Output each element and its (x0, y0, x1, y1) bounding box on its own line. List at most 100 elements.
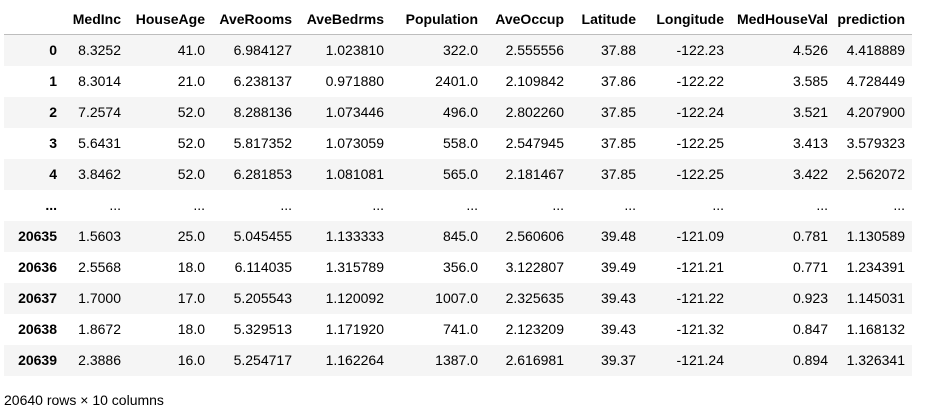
table-cell: 1.145031 (846, 290, 905, 306)
table-cell: 25.0 (177, 228, 205, 244)
table-cell: 39.49 (600, 259, 636, 275)
table-row: 0 8.3252 41.0 6.984127 1.023810 322.0 2.555556… (4, 34, 912, 66)
table-row: 20638 1.8672 18.0 5.329513 1.171920 741.0 2.12… (4, 313, 912, 345)
row-index: 20635 (18, 228, 57, 244)
table-cell: 3.8462 (78, 166, 121, 182)
table-cell: 8.3252 (78, 42, 121, 59)
table-cell: 6.281853 (233, 166, 292, 182)
row-index: 20639 (18, 352, 57, 368)
table-cell: 3.579323 (846, 135, 905, 151)
column-header: Longitude (643, 4, 731, 35)
table-cell: ... (466, 197, 478, 213)
table-cell: ... (893, 197, 905, 213)
column-header: HouseAge (128, 4, 212, 35)
column-header: AveOccup (485, 4, 571, 35)
table-row: 20637 1.7000 17.0 5.205543 1.120092 1007.0 2.3… (4, 282, 912, 314)
table-cell: 4.728449 (846, 73, 905, 89)
column-header: MedHouseVal (731, 4, 835, 35)
table-cell: 1.234391 (846, 259, 905, 275)
table-cell: -121.22 (676, 290, 724, 306)
table-cell: 7.2574 (78, 104, 121, 120)
column-header: MedInc (64, 4, 128, 35)
table-cell: -122.25 (676, 166, 724, 182)
table-cell: 6.114035 (234, 259, 292, 275)
table-cell: ... (624, 197, 636, 213)
column-header: AveBedrms (299, 4, 391, 35)
table-cell: 1.120092 (325, 290, 384, 306)
table-cell: ... (193, 197, 205, 213)
table-cell: 37.86 (600, 73, 636, 89)
table-cell: 5.205543 (233, 290, 292, 306)
table-cell: 3.122807 (505, 259, 564, 275)
table-cell: -122.25 (676, 135, 724, 151)
column-header: Population (391, 4, 485, 35)
table-cell: -122.23 (676, 42, 724, 59)
column-header: Latitude (571, 4, 643, 35)
column-header (4, 4, 64, 35)
dataframe-table: MedInc HouseAge AveRooms AveBedrms Popul… (4, 4, 912, 376)
row-index: 0 (49, 42, 57, 59)
table-cell: 1.5603 (78, 228, 121, 244)
table-cell: 8.3014 (78, 73, 121, 89)
table-cell: 16.0 (177, 352, 205, 368)
table-cell: ... (109, 197, 121, 213)
row-index: 1 (49, 73, 57, 89)
table-cell: 845.0 (442, 228, 478, 244)
column-header: AveRooms (212, 4, 299, 35)
table-cell: 52.0 (177, 104, 205, 120)
table-cell: 6.984127 (233, 42, 292, 59)
table-cell: 4.418889 (846, 42, 905, 59)
table-cell: 565.0 (442, 166, 478, 182)
table-cell: 0.847 (792, 321, 828, 337)
table-body: 0 8.3252 41.0 6.984127 1.023810 322.0 2.555556… (4, 34, 912, 376)
table-cell: 21.0 (177, 73, 205, 89)
table-cell: 1.133333 (325, 228, 384, 244)
table-cell: 2.109842 (505, 73, 564, 89)
table-cell: 5.6431 (78, 135, 121, 151)
row-index: 20637 (18, 290, 57, 306)
table-row: 20636 2.5568 18.0 6.114035 1.315789 356.0 3.12… (4, 251, 912, 283)
table-cell: 39.43 (600, 290, 636, 306)
table-cell: 52.0 (177, 166, 205, 182)
table-cell: 0.923 (792, 290, 828, 306)
table-cell: 2.555556 (505, 42, 564, 59)
table-cell: 5.254717 (233, 352, 292, 368)
table-cell: 741.0 (442, 321, 478, 337)
table-cell: 2.181467 (505, 166, 564, 182)
table-cell: 1007.0 (435, 290, 478, 306)
table-cell: -122.24 (676, 104, 724, 120)
table-cell: ... (280, 197, 292, 213)
table-cell: ... (372, 197, 384, 213)
table-cell: 2401.0 (435, 73, 478, 89)
row-index: ... (45, 197, 57, 213)
table-row: 20635 1.5603 25.0 5.045455 1.133333 845.0 2.56… (4, 220, 912, 252)
table-cell: 39.48 (600, 228, 636, 244)
table-cell: 1.8672 (78, 321, 121, 337)
table-cell: 1.073059 (325, 135, 384, 151)
table-cell: 3.422 (792, 166, 828, 182)
table-cell: -121.21 (676, 259, 724, 275)
table-cell: 2.325635 (505, 290, 564, 306)
table-cell: 3.521 (792, 104, 828, 120)
table-cell: 4.207900 (846, 104, 905, 120)
table-cell: ... (552, 197, 564, 213)
table-header: MedInc HouseAge AveRooms AveBedrms Popul… (4, 4, 912, 35)
table-row: 2 7.2574 52.0 8.288136 1.073446 496.0 2.802260… (4, 96, 912, 128)
table-cell: 37.85 (600, 135, 636, 151)
table-cell: 1.315789 (325, 259, 384, 275)
table-cell: 5.329513 (233, 321, 292, 337)
table-cell: -121.24 (676, 352, 724, 368)
table-cell: 558.0 (442, 135, 478, 151)
table-cell: 2.562072 (846, 166, 905, 182)
table-cell: 2.3886 (78, 352, 121, 368)
table-cell: 0.771 (792, 259, 828, 275)
table-cell: 356.0 (442, 259, 478, 275)
table-cell: 322.0 (442, 42, 478, 59)
table-cell: 1.162264 (325, 352, 384, 368)
table-cell: -121.09 (676, 228, 724, 244)
table-cell: 1387.0 (435, 352, 478, 368)
table-cell: 41.0 (177, 42, 205, 59)
table-cell: 496.0 (442, 104, 478, 120)
table-cell: 1.023810 (325, 42, 384, 59)
table-cell: 2.616981 (505, 352, 564, 368)
